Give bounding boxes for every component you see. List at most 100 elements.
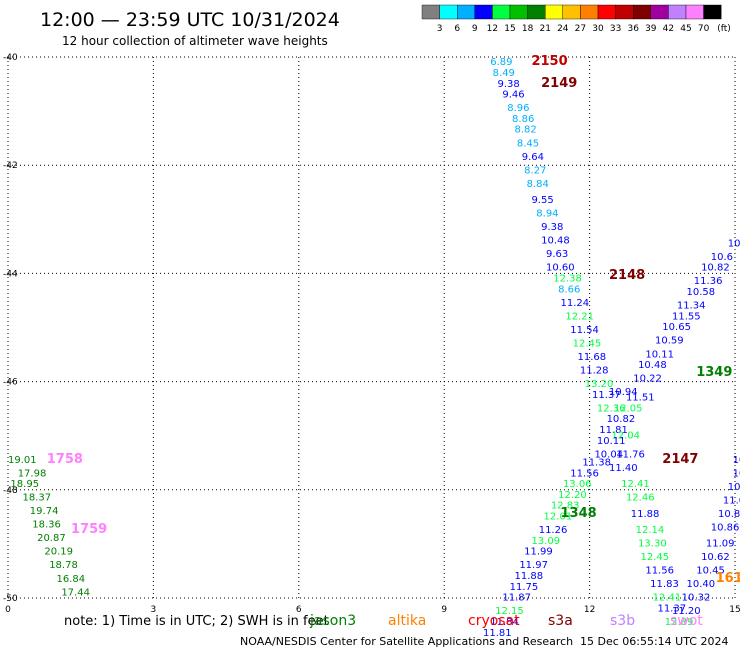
colorbar-swatch (492, 4, 511, 20)
wave-height-point: 11.68 (577, 352, 606, 363)
y-tick-label: -48 (3, 486, 18, 496)
colorbar-label: 9 (472, 24, 478, 34)
wave-height-point: 10.82 (701, 263, 730, 274)
colorbar-label: 30 (592, 24, 604, 34)
wave-height-point: 10.11 (645, 349, 674, 360)
colorbar-swatch (650, 4, 669, 20)
plot-grid (7, 56, 736, 599)
footer-timestamp: 15 Dec 06:55:14 UTC 2024 (580, 635, 728, 648)
colorbar-swatch (509, 4, 528, 20)
wave-height-point: 12.41 (621, 479, 650, 490)
wave-height-point: 18.37 (23, 493, 52, 504)
pass-label: 2147 (662, 452, 698, 467)
wave-height-point: 11.34 (677, 301, 706, 312)
wave-height-point: 20.87 (37, 533, 66, 544)
wave-height-point: 11.26 (539, 525, 568, 536)
wave-height-point: 6.89 (490, 57, 512, 68)
wave-height-point: 10.84 (718, 509, 740, 520)
y-tick-label: -50 (3, 594, 18, 604)
colorbar-swatch (439, 4, 458, 20)
wave-height-point: 10 (728, 238, 740, 249)
wave-height-point: 10.40 (687, 579, 716, 590)
colorbar-swatch (474, 4, 493, 20)
wave-height-point: 11.81 (483, 628, 512, 639)
y-tick-label: -42 (3, 161, 18, 171)
colorbar-swatch (703, 4, 722, 20)
wave-height-point: 10.32 (682, 593, 711, 604)
wave-height-point: 10.82 (607, 414, 636, 425)
wave-height-point: 18.95 (10, 479, 39, 490)
wave-height-point: 10.8 (728, 482, 740, 493)
colorbar-swatch (580, 4, 599, 20)
wave-height-point: 11.56 (570, 468, 599, 479)
x-tick-label: 12 (584, 605, 595, 615)
wave-height-point: 10.59 (655, 336, 684, 347)
wave-height-point: 11.38 (582, 457, 611, 468)
wave-height-point: 10.65 (662, 322, 691, 333)
x-tick-label: 9 (441, 605, 447, 615)
wave-height-point: 11.37 (592, 390, 621, 401)
wave-height-point: 11.37 (657, 604, 686, 615)
wave-height-point: 11.81 (599, 425, 628, 436)
pass-labels: 2150 2149 2148 1349 2147 1348 1758 1759 161 (47, 54, 740, 586)
x-tick-label: 3 (151, 605, 157, 615)
y-tick-label: -40 (3, 53, 18, 63)
wave-height-point: 11.36 (694, 276, 723, 287)
footer-credit: NOAA/NESDIS Center for Satellite Applica… (240, 635, 573, 648)
wave-height-point: 10.45 (696, 566, 725, 577)
wave-height-point: 17.98 (18, 468, 47, 479)
wave-height-point: 10 (733, 455, 740, 466)
wave-height-point: 8.45 (517, 138, 539, 149)
wave-height-point: 20.19 (44, 547, 73, 558)
wave-height-point: 10.6 (711, 252, 733, 263)
chart-subtitle: 12 hour collection of altimeter wave hei… (62, 34, 328, 48)
colorbar-label: 42 (663, 24, 674, 34)
wave-height-point: 12.21 (565, 311, 594, 322)
data-points: 6.898.499.389.468.968.868.828.459.648.27… (8, 57, 740, 639)
pass-label: 1348 (561, 506, 597, 521)
wave-height-point: 13.30 (638, 539, 667, 550)
wave-height-point: 9.64 (522, 152, 544, 163)
wave-height-point: 12.45 (573, 338, 602, 349)
colorbar-label: 15 (504, 24, 515, 34)
wave-height-point: 19.74 (30, 506, 59, 517)
colorbar-label: 36 (627, 24, 639, 34)
wave-height-point: 9.38 (498, 79, 520, 90)
wave-height-point: 11.97 (519, 560, 548, 571)
wave-height-point: 11.54 (570, 325, 599, 336)
wave-height-point: 12.36 (597, 403, 626, 414)
wave-height-point: 13.06 (563, 479, 592, 490)
axis-tick-labels: 0 3 6 9 12 15 -50 -48 -46 -44 -42 -40 (3, 53, 740, 615)
wave-height-point: 10.11 (597, 436, 626, 447)
pass-label: 2148 (609, 268, 645, 283)
chart-title: 12:00 — 23:59 UTC 10/31/2024 (40, 9, 340, 31)
colorbar-label: 6 (454, 24, 460, 34)
colorbar-label: 27 (575, 24, 586, 34)
wave-height-point: 12.83 (551, 501, 580, 512)
wave-height-point: 11.55 (672, 311, 701, 322)
colorbar: 3 6 9 12 15 18 21 24 27 30 33 36 39 42 45 70 (ft) (421, 4, 731, 34)
colorbar-label: 3 (437, 24, 443, 34)
colorbar-swatch (457, 4, 476, 20)
wave-height-point: 11.24 (561, 298, 590, 309)
wave-height-point: 8.66 (558, 284, 580, 295)
pass-label: 1759 (71, 522, 107, 537)
wave-height-point: 9.55 (531, 195, 553, 206)
wave-height-point: 11.75 (510, 582, 539, 593)
wave-height-point: 18.36 (32, 520, 61, 531)
colorbar-label: 33 (610, 24, 621, 34)
colorbar-swatch (527, 4, 546, 20)
pass-label: 1758 (47, 452, 83, 467)
wave-height-point: 10.94 (609, 387, 638, 398)
wave-height-point: 13.09 (531, 536, 560, 547)
colorbar-swatch (668, 4, 687, 20)
wave-height-point: 8.84 (527, 179, 549, 190)
satellite-legend-item: swot (670, 613, 703, 629)
wave-height-point: 11.02 (723, 495, 740, 506)
wave-height-point: 11.99 (524, 547, 553, 558)
wave-height-point: 10.86 (711, 522, 740, 533)
colorbar-label: 24 (557, 24, 569, 34)
satellite-legend: jason3 altika cryosat s3a s3b swot (309, 613, 703, 629)
satellite-legend-item: s3b (610, 613, 635, 629)
